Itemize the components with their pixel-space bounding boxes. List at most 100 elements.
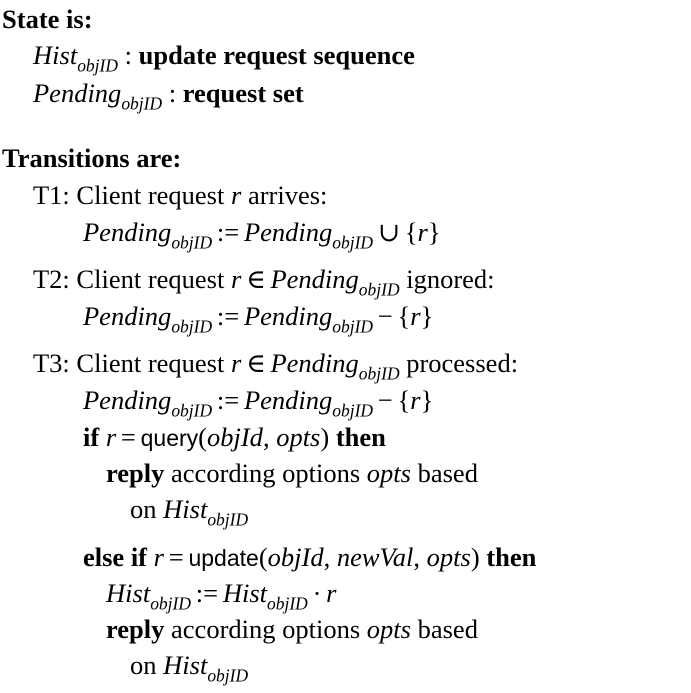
if-eq-op: =: [120, 422, 136, 452]
assign-lhs-sub: objID: [171, 400, 213, 421]
reply-based: based: [410, 614, 478, 644]
hist-r: r: [326, 578, 337, 608]
state-var-hist: HistobjID : update request sequence: [33, 40, 415, 74]
else-if-keyword: else if: [83, 542, 148, 572]
query-arg-opts: opts: [276, 422, 321, 452]
var-type: request set: [182, 78, 304, 108]
paren-close: ): [470, 542, 480, 572]
hist-lhs: Hist: [106, 578, 151, 608]
assign-lhs: Pending: [83, 301, 172, 331]
assign-rhs: Pending: [243, 301, 333, 331]
reply-keyword: reply: [106, 458, 165, 488]
reply-text: according options: [164, 614, 367, 644]
update-arg-newval: newVal: [336, 542, 414, 572]
update-arg-objid: objId: [267, 542, 324, 572]
t3-var: r: [230, 348, 242, 378]
assign-rhs-sub: objID: [332, 316, 374, 337]
t3-elseif-update-line: else if r = update(objId, newVal, opts) th…: [83, 544, 536, 571]
transition-t3-assign: PendingobjID:= PendingobjID − {r}: [83, 385, 434, 419]
t3-label: T3: Client request: [33, 348, 225, 378]
then-keyword: then: [486, 542, 537, 572]
assign-lhs-sub: objID: [171, 316, 213, 337]
assign-union-op: ∪: [377, 217, 401, 247]
comma: ,: [262, 422, 277, 452]
var-subscript: objID: [77, 55, 118, 76]
transition-t3-header: T3: Client request r ∈ PendingobjID proces…: [33, 348, 519, 382]
var-name: Pending: [33, 78, 122, 108]
on-var: Hist: [163, 494, 208, 524]
t2-in-op: ∈: [246, 264, 266, 294]
assign-lhs: Pending: [83, 385, 172, 415]
paren-open: (: [198, 422, 207, 452]
t3-on-line: on HistobjID: [130, 494, 248, 528]
comma: ,: [323, 542, 337, 572]
t3-text: processed:: [399, 348, 519, 378]
t2-var: r: [230, 264, 242, 294]
t3-set: Pending: [270, 348, 359, 378]
reply-keyword: reply: [106, 614, 165, 644]
on-var: Hist: [163, 650, 208, 680]
paren-close: ): [320, 422, 330, 452]
set-open: {: [397, 301, 411, 331]
var-name: Hist: [33, 40, 78, 70]
update-function: update: [188, 545, 259, 571]
on-var-sub: objID: [207, 509, 249, 530]
elseif-eq-op: =: [168, 542, 184, 572]
set-open: {: [397, 385, 411, 415]
assign-op: :=: [216, 301, 240, 331]
var-subscript: objID: [121, 93, 163, 114]
set-var: r: [410, 301, 421, 331]
state-heading: State is:: [2, 4, 93, 34]
reply-based: based: [410, 458, 478, 488]
set-var: r: [417, 217, 428, 247]
set-open: {: [404, 217, 418, 247]
transition-t2-header: T2: Client request r ∈ PendingobjID ignore…: [33, 264, 495, 298]
var-type: update request sequence: [138, 40, 415, 70]
if-keyword: if: [83, 422, 100, 452]
assign-rhs: Pending: [243, 385, 333, 415]
reply-opts: opts: [366, 614, 411, 644]
set-close: }: [420, 301, 434, 331]
hist-rhs-sub: objID: [267, 593, 308, 614]
assign-rhs-sub: objID: [332, 232, 374, 253]
t2-label: T2: Client request: [33, 264, 225, 294]
assign-minus-op: −: [377, 385, 393, 415]
query-arg-objid: objId: [207, 422, 263, 452]
transitions-heading: Transitions are:: [2, 143, 182, 173]
update-arg-opts: opts: [426, 542, 471, 572]
elseif-var: r: [153, 542, 164, 572]
set-close: }: [420, 385, 434, 415]
assign-op: :=: [216, 385, 240, 415]
transition-t1-header: T1: Client request r arrives:: [33, 182, 327, 209]
t2-set-sub: objID: [358, 279, 400, 300]
t1-var: r: [230, 180, 242, 210]
set-var: r: [410, 385, 421, 415]
assign-lhs-sub: objID: [171, 232, 213, 253]
reply-opts: opts: [366, 458, 411, 488]
var-sep: :: [162, 78, 183, 108]
t1-text: arrives:: [241, 180, 328, 210]
paren-open: (: [258, 542, 268, 572]
assign-op: :=: [216, 217, 240, 247]
comma: ,: [413, 542, 427, 572]
on-text: on: [130, 494, 164, 524]
concat-op: ·: [312, 578, 322, 608]
state-var-pending: PendingobjID : request set: [33, 78, 304, 112]
assign-minus-op: −: [377, 301, 393, 331]
on-var-sub: objID: [207, 665, 249, 686]
query-function: query: [140, 425, 199, 451]
transition-t2-assign: PendingobjID:= PendingobjID − {r}: [83, 301, 434, 335]
transition-t1-assign: PendingobjID:= PendingobjID ∪ {r}: [83, 217, 441, 251]
t3-hist-assign-line: HistobjID:= HistobjID · r: [106, 578, 337, 612]
assign-lhs: Pending: [83, 217, 172, 247]
t3-set-sub: objID: [358, 363, 400, 384]
t3-reply2-line: reply according options opts based: [106, 616, 478, 643]
set-close: }: [427, 217, 441, 247]
on-text: on: [130, 650, 164, 680]
var-sep: :: [117, 40, 139, 70]
reply-text: according options: [164, 458, 367, 488]
hist-lhs-sub: objID: [150, 593, 191, 614]
assign-rhs: Pending: [243, 217, 333, 247]
t2-set: Pending: [270, 264, 359, 294]
assign-op: :=: [195, 578, 219, 608]
